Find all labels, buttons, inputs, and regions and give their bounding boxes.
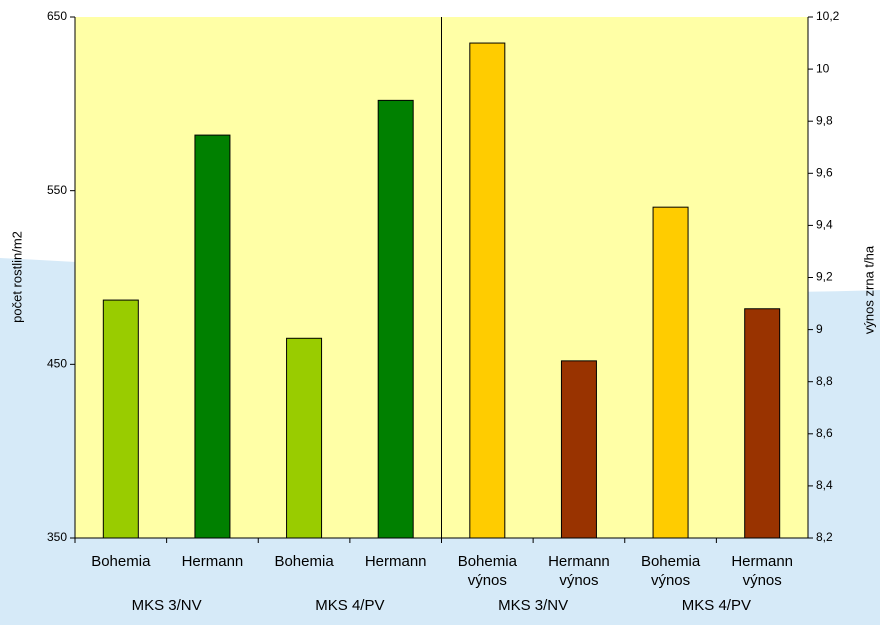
y2-tick-label: 8,8 xyxy=(816,374,833,388)
x-tick-label: Bohemia xyxy=(91,553,151,570)
y2-tick-label: 8,6 xyxy=(816,426,833,440)
y-tick-label: 550 xyxy=(47,183,67,197)
y2-tick-label: 9,6 xyxy=(816,165,833,179)
bar xyxy=(377,99,414,539)
group-label: MKS 4/PV xyxy=(681,597,751,614)
group-label: MKS 3/NV xyxy=(498,597,569,614)
x-tick-label: Hermann výnos xyxy=(548,553,610,589)
y2-tick-label: 9,2 xyxy=(816,270,833,284)
bar xyxy=(744,308,781,539)
x-tick-label: Hermann výnos xyxy=(731,553,794,589)
y2-axis-title: výnos zrna t/ha xyxy=(861,245,876,334)
x-tick-label: Hermann xyxy=(364,553,427,570)
y2-tick-label: 9,4 xyxy=(816,218,833,232)
bar xyxy=(102,299,139,539)
x-tick-label: Bohemia výnos xyxy=(640,553,701,589)
bar xyxy=(469,42,506,539)
bar xyxy=(560,360,597,539)
y2-tick-label: 10 xyxy=(816,61,830,75)
bar xyxy=(652,206,689,539)
x-tick-label: Bohemia xyxy=(274,553,334,570)
y-tick-label: 350 xyxy=(47,530,67,544)
y2-tick-label: 9 xyxy=(816,322,823,336)
y-tick-label: 650 xyxy=(47,9,67,23)
y2-tick-label: 8,2 xyxy=(816,530,833,544)
y2-tick-label: 10,2 xyxy=(816,9,840,23)
x-tick-label: Hermann xyxy=(181,553,244,570)
y-tick-label: 450 xyxy=(47,357,67,371)
y2-tick-label: 8,4 xyxy=(816,478,833,492)
bar xyxy=(194,134,231,539)
bar xyxy=(286,337,323,539)
y2-tick-label: 9,8 xyxy=(816,113,833,127)
group-label: MKS 3/NV xyxy=(131,597,202,614)
group-label: MKS 4/PV xyxy=(315,597,385,614)
x-tick-label: Bohemia výnos xyxy=(457,553,517,589)
y-axis-title: počet rostlin/m2 xyxy=(9,231,24,323)
